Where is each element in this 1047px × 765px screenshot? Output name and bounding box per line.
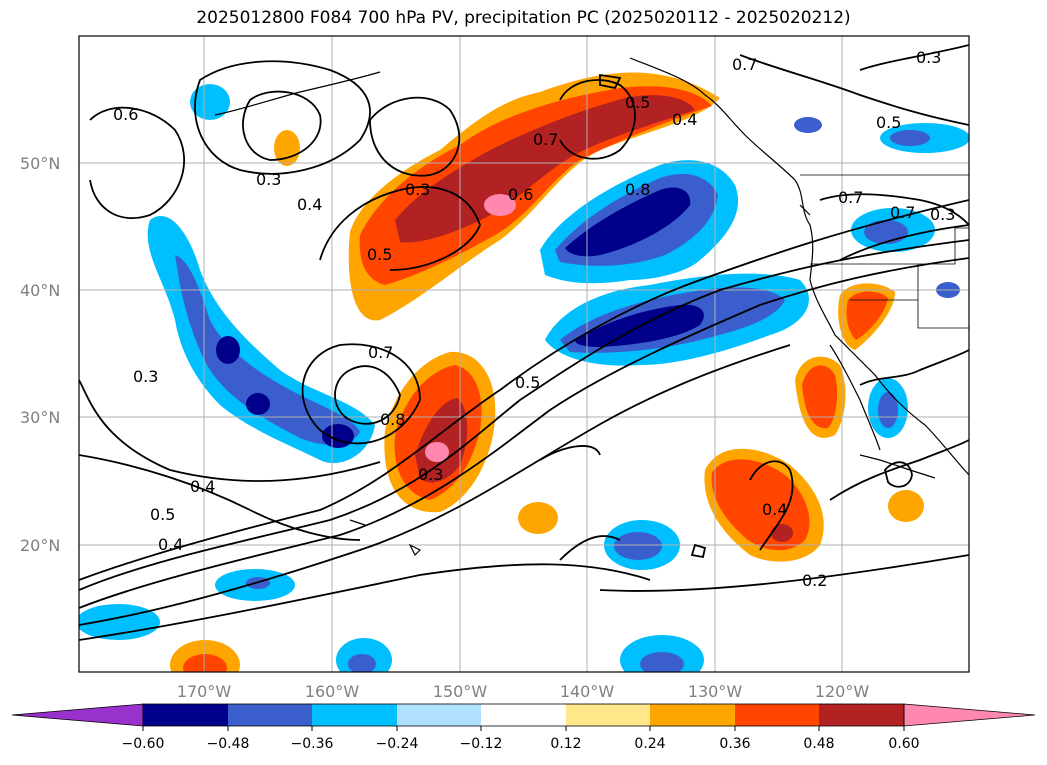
colorbar-swatch: [819, 704, 904, 726]
colorbar-tick-label: 0.36: [719, 736, 750, 752]
colorbar-swatch: [228, 704, 312, 726]
colorbar-swatch: [312, 704, 397, 726]
lon-tick-label: 140°W: [560, 682, 615, 701]
coastlines: [214, 57, 969, 557]
contour-label: 0.7: [732, 55, 757, 74]
lon-tick-labels: 170°W 160°W 150°W 140°W 130°W 120°W: [177, 682, 870, 701]
colorbar-tick-label: 0.60: [888, 736, 919, 752]
colorbar-tick-label: −0.24: [376, 736, 419, 752]
colorbar-swatch: [481, 704, 566, 726]
contour-label: 0.3: [916, 48, 941, 67]
contour-label: 0.3: [133, 367, 158, 386]
contour-label: 0.7: [838, 188, 863, 207]
colorbar-tick-label: −0.12: [460, 736, 503, 752]
colorbar-tick-label: 0.12: [550, 736, 581, 752]
colorbar: −0.60 −0.48 −0.36 −0.24 −0.12 0.12 0.24 …: [11, 703, 1036, 752]
lon-tick-label: 160°W: [305, 682, 360, 701]
lon-tick-label: 150°W: [433, 682, 488, 701]
gridlines: [79, 36, 969, 672]
contour-label: 0.4: [297, 195, 322, 214]
colorbar-tick-label: 0.48: [803, 736, 834, 752]
contour-label: 0.5: [625, 93, 650, 112]
contour-label: 0.2: [802, 571, 827, 590]
lat-tick-labels: 50°N 40°N 30°N 20°N: [20, 154, 60, 555]
colorbar-swatch: [650, 704, 735, 726]
colorbar-swatch: [735, 704, 819, 726]
contour-label: 0.4: [190, 477, 215, 496]
contour-label: 0.8: [380, 410, 405, 429]
colorbar-ticks: [142, 726, 905, 731]
lon-tick-label: 120°W: [815, 682, 870, 701]
negative-band-west: [147, 216, 375, 464]
lon-tick-label: 170°W: [177, 682, 232, 701]
contour-label: 0.4: [762, 500, 787, 519]
lat-tick-label: 20°N: [20, 536, 60, 555]
colorbar-swatch: [566, 704, 650, 726]
contour-label: 0.4: [672, 110, 697, 129]
colorbar-tick-label: −0.60: [122, 736, 165, 752]
contour-label: 0.8: [625, 180, 650, 199]
contour-label: 0.6: [113, 105, 138, 124]
map-plot-area: 0.6 0.3 0.4 0.3 0.5 0.6 0.7 0.5 0.4 0.8 …: [79, 36, 969, 672]
contour-label: 0.3: [418, 465, 443, 484]
contour-label: 0.5: [515, 373, 540, 392]
colorbar-tick-label: −0.48: [207, 736, 250, 752]
lat-tick-label: 40°N: [20, 281, 60, 300]
contour-label: 0.3: [930, 205, 955, 224]
contour-labels: 0.6 0.3 0.4 0.3 0.5 0.6 0.7 0.5 0.4 0.8 …: [113, 48, 955, 590]
colorbar-extend-high: [903, 703, 1036, 727]
contour-label: 0.3: [256, 170, 281, 189]
figure-title: 2025012800 F084 700 hPa PV, precipitatio…: [196, 8, 851, 28]
colorbar-swatch: [143, 704, 228, 726]
pv-contours: [79, 44, 969, 641]
map-frame: [78, 35, 970, 673]
contour-label: 0.6: [508, 185, 533, 204]
contour-label: 0.7: [890, 203, 915, 222]
colorbar-swatch: [397, 704, 481, 726]
contour-label: 0.5: [150, 505, 175, 524]
colorbar-tick-label: −0.36: [291, 736, 334, 752]
colorbar-extend-low: [11, 703, 144, 727]
contour-label: 0.5: [876, 113, 901, 132]
colorbar-tick-label: 0.24: [634, 736, 665, 752]
contour-label: 0.3: [405, 180, 430, 199]
lat-tick-label: 30°N: [20, 408, 60, 427]
contour-label: 0.4: [158, 535, 183, 554]
contour-label: 0.7: [533, 130, 558, 149]
lat-tick-label: 50°N: [20, 154, 60, 173]
contour-label: 0.7: [368, 343, 393, 362]
borders: [800, 174, 969, 329]
lon-tick-label: 130°W: [688, 682, 743, 701]
contour-label: 0.5: [367, 245, 392, 264]
